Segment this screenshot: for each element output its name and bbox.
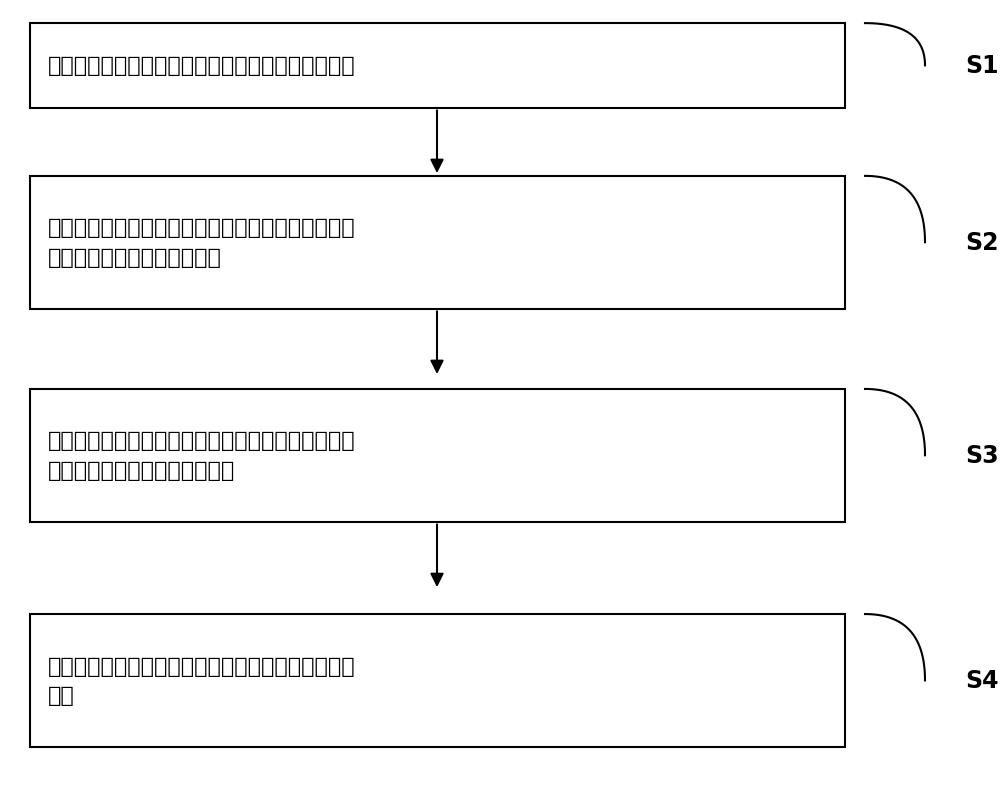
Text: S2: S2 <box>965 231 998 255</box>
Text: S3: S3 <box>965 444 999 467</box>
Text: 将反应液与钼渣分离，将反应液进行负压浓缩，浓缩
液进行酸沉压滤形成钼酸滤饼；: 将反应液与钼渣分离，将反应液进行负压浓缩，浓缩 液进行酸沉压滤形成钼酸滤饼； <box>48 431 356 480</box>
Bar <box>30 389 845 522</box>
Text: 将氨浸后的低钼氨浸渣进行脱水，在进行浆化，备用: 将氨浸后的低钼氨浸渣进行脱水，在进行浆化，备用 <box>48 56 356 76</box>
Text: 将浆化后的低钼氨加入反应釜中，加压，加热，进行
保压反应，得到反应液与钼渣: 将浆化后的低钼氨加入反应釜中，加压，加热，进行 保压反应，得到反应液与钼渣 <box>48 218 356 267</box>
Text: 将得到滤饼重新返回钼酸铵生产工序，产出钼酸铵产
品。: 将得到滤饼重新返回钼酸铵生产工序，产出钼酸铵产 品。 <box>48 656 356 705</box>
Bar <box>30 24 845 108</box>
Bar <box>30 614 845 747</box>
Text: S1: S1 <box>965 55 998 78</box>
Bar <box>30 177 845 309</box>
Text: S4: S4 <box>965 669 998 692</box>
